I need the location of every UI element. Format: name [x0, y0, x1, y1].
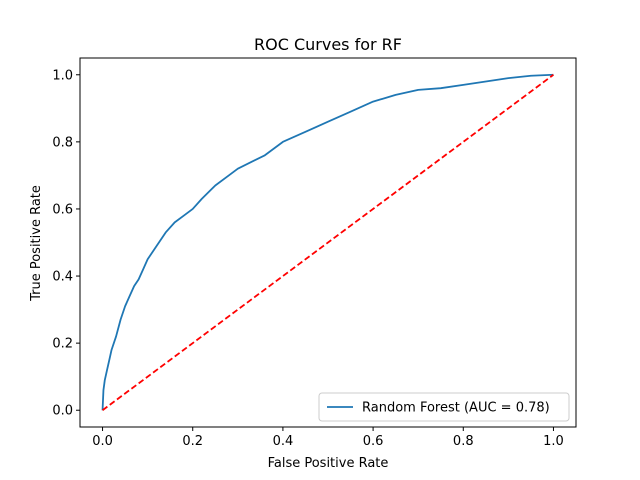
y-tick-label: 1.0 [52, 68, 73, 83]
x-tick-label: 1.0 [543, 434, 564, 449]
x-tick-label: 0.6 [363, 434, 384, 449]
y-tick-label: 0.8 [52, 135, 73, 150]
legend-label: Random Forest (AUC = 0.78) [362, 401, 550, 416]
axes-frame [79, 57, 577, 428]
roc-curve-line [101, 73, 554, 411]
y-tick-label: 0.0 [52, 404, 73, 419]
x-tick-label: 0.2 [182, 434, 203, 449]
y-tick-label: 0.6 [52, 202, 73, 217]
y-tick-label: 0.2 [52, 337, 73, 352]
plot-area: 0.0 0.2 0.4 0.6 0.8 1.0 0.0 0.2 0.4 0.6 0.8 1.0 [52, 57, 577, 449]
chart-title: ROC Curves for RF [254, 35, 402, 54]
y-tick-label: 0.4 [52, 270, 73, 285]
x-tick-label: 0.8 [453, 434, 474, 449]
legend: Random Forest (AUC = 0.78) [318, 392, 570, 422]
x-tick-label: 0.0 [92, 434, 113, 449]
x-axis-label: False Positive Rate [268, 456, 389, 471]
x-tick-label: 0.4 [273, 434, 294, 449]
y-axis-label: True Positive Rate [29, 185, 44, 302]
chance-diagonal-line [102, 74, 554, 411]
legend-box [318, 392, 570, 422]
